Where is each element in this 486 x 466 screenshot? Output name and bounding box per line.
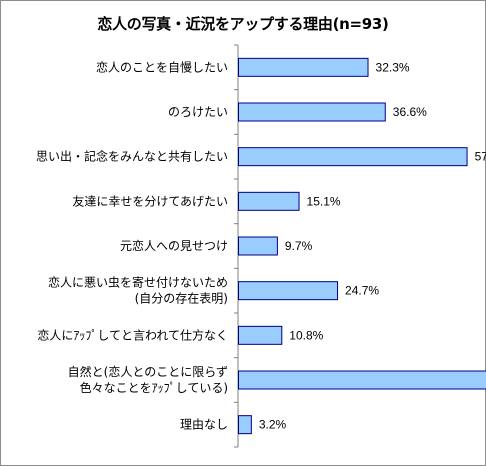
data-label: 57.0% xyxy=(475,150,486,164)
category-label: 恋人のことを自慢したい xyxy=(96,59,228,74)
chart-title: 恋人の写真・近況をアップする理由(n=93) xyxy=(97,15,389,33)
bar xyxy=(238,325,283,345)
category-label: 色々なことをｱｯﾌﾟしている) xyxy=(80,381,228,395)
category-label: のろけたい xyxy=(168,105,228,119)
category-label: (自分の存在表明) xyxy=(135,292,228,306)
bar xyxy=(238,370,486,390)
category-label: 友達に幸せを分けてあげたい xyxy=(72,194,228,208)
data-label: 36.6% xyxy=(393,105,427,119)
data-label: 24.7% xyxy=(345,284,379,298)
category-label: 思い出・記念をみんなと共有したい xyxy=(36,149,228,164)
bar xyxy=(238,191,300,211)
bar xyxy=(238,415,252,435)
data-label: 9.7% xyxy=(285,239,313,253)
category-label: 恋人に悪い虫を寄せ付けないため xyxy=(48,275,228,290)
data-label: 3.2% xyxy=(259,418,287,432)
bar xyxy=(238,147,468,167)
data-label: 10.8% xyxy=(289,328,323,342)
bar xyxy=(238,102,386,122)
category-label: 理由なし xyxy=(180,418,228,432)
bar xyxy=(238,57,369,77)
category-label: 自然と(恋人とのことに限らず xyxy=(68,364,228,379)
category-label: 恋人にｱｯﾌﾟしてと言われて仕方なく xyxy=(37,327,228,342)
data-label: 32.3% xyxy=(376,60,410,74)
data-label: 15.1% xyxy=(307,194,341,208)
category-label: 元恋人への見せつけ xyxy=(120,238,228,253)
bar xyxy=(238,236,278,256)
bar xyxy=(238,281,339,301)
